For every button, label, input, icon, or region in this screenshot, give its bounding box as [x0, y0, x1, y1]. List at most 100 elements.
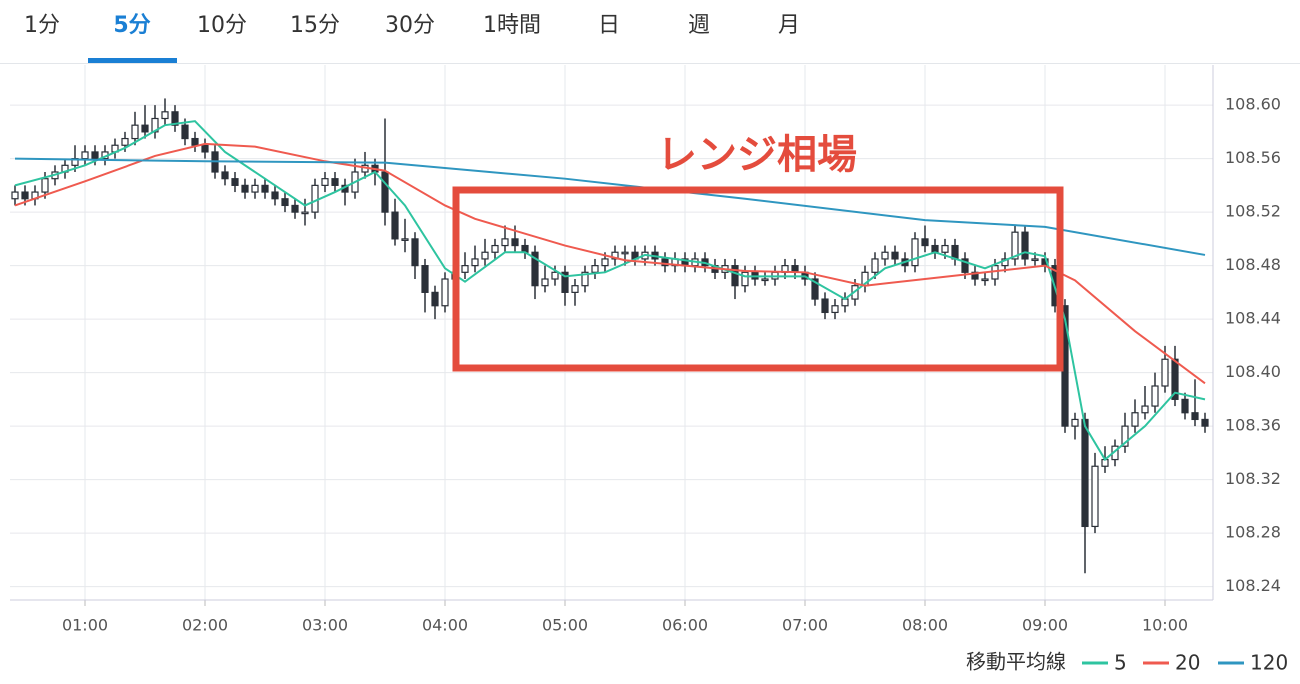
candle-body: [511, 238, 519, 247]
candle-body: [441, 278, 449, 307]
x-tick-label: 08:00: [902, 616, 948, 635]
candle-body: [1031, 258, 1039, 262]
candle-body: [731, 265, 739, 287]
y-tick-label: 108.48: [1225, 255, 1281, 274]
x-tick-label: 09:00: [1022, 616, 1068, 635]
candle-body: [1091, 465, 1099, 528]
tab[interactable]: 1時間: [483, 13, 541, 38]
candle-body: [1201, 418, 1209, 427]
tab-bar: 1分 5分 10分 15分 30分 1時間 日 週 月: [24, 13, 800, 63]
candle-body: [421, 265, 429, 293]
moving-average-line: [14, 120, 1206, 462]
candle-body: [431, 291, 439, 307]
candle-body: [491, 244, 499, 253]
candle-body: [201, 144, 209, 153]
plot: [11, 98, 1209, 574]
candle-body: [581, 271, 589, 287]
candle-body: [41, 178, 49, 193]
x-tick-label: 02:00: [182, 616, 228, 635]
candle-body: [81, 151, 89, 160]
candle-body: [1121, 425, 1129, 447]
tab[interactable]: 15分: [290, 13, 340, 38]
candle-body: [501, 238, 509, 247]
candle-body: [1131, 412, 1139, 427]
tab[interactable]: 週: [688, 13, 710, 38]
candle-body: [811, 278, 819, 300]
x-tick-label: 06:00: [662, 616, 708, 635]
candle-body: [571, 285, 579, 293]
candle-body: [561, 271, 569, 293]
candle-body: [21, 191, 29, 200]
tab[interactable]: 月: [778, 13, 800, 38]
candle-body: [251, 184, 259, 193]
candle-body: [91, 151, 99, 160]
tab[interactable]: 10分: [197, 13, 247, 38]
candle-body: [391, 211, 399, 240]
candle-body: [941, 244, 949, 253]
candle-body: [1191, 412, 1199, 421]
x-tick-label: 03:00: [302, 616, 348, 635]
candle-body: [601, 258, 609, 267]
annotation: レンジ相場: [657, 132, 857, 178]
candle-body: [761, 278, 769, 282]
candle-body: [1081, 418, 1089, 528]
legend-label: 120: [1250, 651, 1288, 675]
candle-body: [881, 251, 889, 260]
candle-body: [621, 251, 629, 255]
candle-body: [281, 198, 289, 207]
tab[interactable]: 5分: [113, 13, 150, 38]
candle-body: [1151, 385, 1159, 407]
candle-body: [11, 191, 19, 200]
candle-body: [911, 238, 919, 267]
tab[interactable]: 30分: [385, 13, 435, 38]
y-tick-label: 108.24: [1225, 576, 1281, 595]
candle-body: [1011, 231, 1019, 260]
candle-body: [461, 265, 469, 273]
candle-body: [181, 124, 189, 140]
candle-body: [411, 238, 419, 267]
candle-body: [521, 244, 529, 253]
candle-body: [381, 171, 389, 213]
x-tick-label: 05:00: [542, 616, 588, 635]
y-tick-label: 108.40: [1225, 362, 1281, 381]
tab[interactable]: 1分: [24, 13, 60, 38]
candle-body: [591, 265, 599, 273]
candle-body: [231, 178, 239, 186]
x-tick-label: 07:00: [782, 616, 828, 635]
candle-body: [121, 137, 129, 146]
candle-body: [971, 271, 979, 280]
tab[interactable]: 日: [598, 13, 620, 38]
candle-body: [661, 258, 669, 267]
legend: 移動平均線 5 20 120: [966, 650, 1288, 675]
candle-body: [921, 238, 929, 247]
y-tick-label: 108.28: [1225, 523, 1281, 542]
candle-body: [261, 184, 269, 193]
candle-body: [1181, 398, 1189, 414]
candle-body: [741, 271, 749, 287]
legend-label: 20: [1175, 651, 1200, 675]
candle-body: [541, 278, 549, 287]
candle-body: [171, 111, 179, 126]
x-tick-label: 04:00: [422, 616, 468, 635]
y-tick-label: 108.52: [1225, 202, 1281, 221]
candle-body: [611, 251, 619, 260]
candle-body: [191, 137, 199, 146]
candle-body: [891, 251, 899, 260]
y-tick-label: 108.60: [1225, 95, 1281, 114]
candle-body: [401, 238, 409, 241]
y-tick-label: 108.44: [1225, 309, 1281, 328]
candle-body: [141, 124, 149, 133]
candle-body: [831, 305, 839, 314]
candle-body: [981, 278, 989, 282]
candle-body: [271, 191, 279, 200]
candle-body: [301, 211, 309, 215]
legend-label: 5: [1114, 651, 1127, 675]
candle-body: [1021, 231, 1029, 260]
candle-body: [321, 178, 329, 186]
candle-body: [961, 258, 969, 273]
candle-body: [221, 171, 229, 180]
candle-body: [1171, 358, 1179, 400]
candle-body: [871, 258, 879, 273]
